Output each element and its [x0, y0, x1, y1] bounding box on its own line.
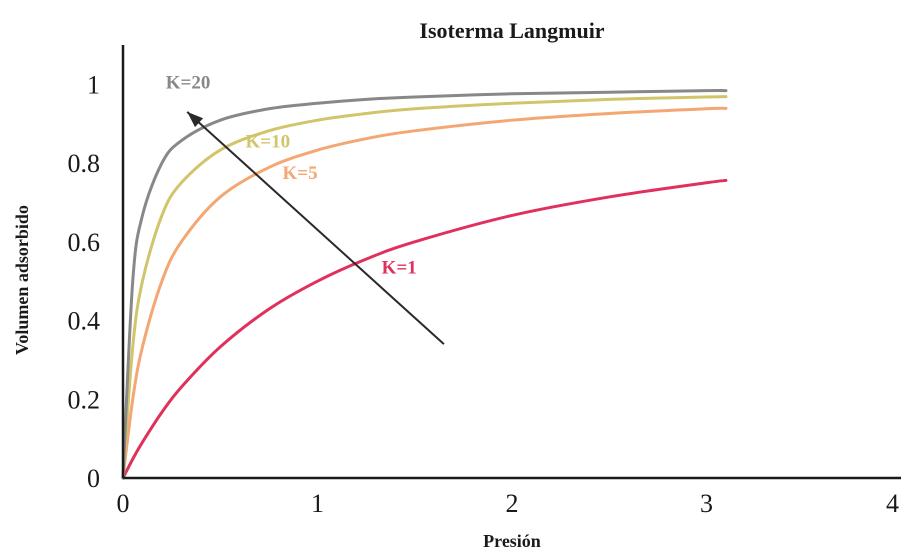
- x-tick-label: 1: [311, 489, 324, 518]
- series-label-k20: K=20: [166, 72, 211, 93]
- series-label-k5: K=5: [282, 163, 317, 184]
- x-tick-label: 3: [700, 489, 713, 518]
- x-axis-title: Presión: [483, 531, 541, 551]
- x-tick-label: 0: [117, 489, 130, 518]
- y-tick-label: 1: [87, 70, 100, 99]
- series-line-k5: [121, 106, 728, 480]
- y-axis-title: Volumen adsorbido: [12, 205, 32, 355]
- y-tick-label: 0: [87, 464, 100, 493]
- x-tick-label: 2: [506, 489, 519, 518]
- series-label-k1: K=1: [382, 257, 417, 278]
- series-labels: K=1 K=5 K=10 K=20: [166, 72, 417, 278]
- y-tick-label: 0.4: [68, 307, 101, 336]
- chart-title: Isoterma Langmuir: [419, 18, 604, 43]
- y-tick-label: 0.8: [68, 149, 101, 178]
- x-tick-label: 4: [886, 489, 899, 518]
- series-label-k10: K=10: [246, 131, 291, 152]
- series-line-k1: [121, 178, 728, 480]
- series-layer: [121, 89, 728, 480]
- x-tick-labels: 0 1 2 3 4: [117, 489, 900, 518]
- series-line-k20: [121, 89, 728, 480]
- y-tick-label: 0.6: [68, 228, 101, 257]
- y-tick-label: 0.2: [68, 385, 101, 414]
- trend-arrow-shaft: [186, 111, 445, 345]
- arrow-layer: [186, 111, 445, 345]
- series-line-k10: [121, 95, 728, 480]
- trend-arrow-head: [187, 111, 204, 128]
- y-tick-labels: 0 0.2 0.4 0.6 0.8 1: [68, 70, 101, 493]
